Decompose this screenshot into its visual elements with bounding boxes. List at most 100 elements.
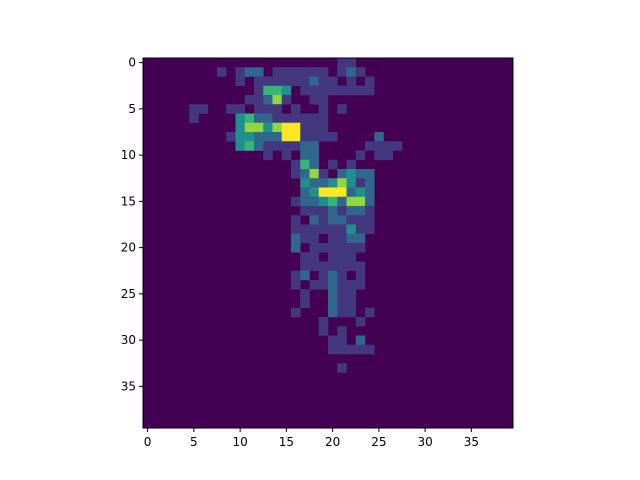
heatmap-cell: [346, 215, 357, 225]
heatmap-cell: [300, 67, 310, 77]
heatmap-cell: [291, 169, 301, 179]
heatmap-cell: [355, 215, 366, 225]
heatmap-cell: [328, 298, 338, 309]
heatmap-cell: [300, 76, 310, 87]
heatmap-cell: [365, 307, 375, 318]
heatmap-cell: [235, 122, 246, 133]
heatmap-cell: [337, 178, 347, 188]
heatmap-cell: [235, 76, 246, 87]
heatmap-cell: [337, 215, 347, 225]
heatmap-cell: [337, 233, 347, 244]
heatmap-cell: [300, 85, 310, 96]
heatmap-cell: [291, 215, 301, 225]
heatmap-cell: [337, 344, 347, 355]
heatmap-cell: [309, 280, 320, 290]
heatmap-cell: [235, 67, 246, 77]
heatmap-cell: [355, 196, 366, 207]
heatmap-cell: [300, 224, 310, 235]
heatmap-cell: [309, 85, 320, 96]
heatmap-cell: [263, 113, 273, 124]
heatmap-cell: [254, 67, 264, 77]
heatmap-cell: [291, 141, 301, 151]
heatmap-cell: [355, 67, 366, 77]
heatmap-cell: [291, 76, 301, 87]
heatmap-cell: [337, 280, 347, 290]
heatmap-cell: [281, 95, 292, 105]
heatmap-cell: [217, 67, 227, 77]
heatmap-cell: [328, 233, 338, 244]
y-tick-label: 0: [128, 56, 136, 70]
heatmap-cell: [244, 132, 255, 142]
heatmap-cell: [291, 280, 301, 290]
heatmap-cell: [337, 252, 347, 262]
heatmap-cell: [263, 95, 273, 105]
heatmap-cell: [346, 169, 357, 179]
heatmap-cell: [374, 150, 384, 161]
x-tick-label: 25: [371, 435, 386, 449]
x-tick-label: 30: [417, 435, 432, 449]
heatmap-cell: [309, 224, 320, 235]
heatmap-cell: [355, 243, 366, 253]
heatmap-cell: [346, 76, 357, 87]
heatmap-cell: [346, 243, 357, 253]
heatmap-cell: [300, 196, 310, 207]
heatmap-cell: [383, 150, 394, 161]
heatmap-cell: [355, 270, 366, 281]
heatmap-cell: [291, 132, 301, 142]
heatmap-cell: [346, 289, 357, 299]
heatmap-cell: [328, 335, 338, 346]
heatmap-cell: [272, 113, 283, 124]
heatmap-cell: [346, 224, 357, 235]
x-tick-label: 5: [190, 435, 198, 449]
heatmap-cell: [328, 215, 338, 225]
heatmap-cell: [374, 141, 384, 151]
heatmap-cell: [309, 67, 320, 77]
heatmap-cell: [365, 206, 375, 216]
y-tick-label: 20: [121, 241, 136, 255]
heatmap-cell: [337, 196, 347, 207]
heatmap-cell: [365, 196, 375, 207]
heatmap-cell: [309, 169, 320, 179]
heatmap-cell: [291, 196, 301, 207]
heatmap-cell: [383, 141, 394, 151]
heatmap-cell: [355, 169, 366, 179]
heatmap-cell: [272, 67, 283, 77]
heatmap-cell: [318, 280, 329, 290]
heatmap-cell: [337, 224, 347, 235]
heatmap-cell: [355, 344, 366, 355]
heatmap-cell: [226, 104, 236, 114]
heatmap-cell: [291, 122, 301, 133]
heatmap-cell: [346, 159, 357, 170]
heatmap-cell: [337, 169, 347, 179]
heatmap-cell: [300, 113, 310, 124]
heatmap-cell: [328, 159, 338, 170]
heatmap-cell: [226, 132, 236, 142]
heatmap-cell: [318, 95, 329, 105]
heatmap-cell: [346, 344, 357, 355]
heatmap-cell: [244, 122, 255, 133]
heatmap-cell: [318, 169, 329, 179]
heatmap-cell: [346, 252, 357, 262]
heatmap-cell: [328, 344, 338, 355]
heatmap-cell: [328, 196, 338, 207]
heatmap-cell: [337, 187, 347, 198]
heatmap-cell: [244, 113, 255, 124]
heatmap-cell: [254, 95, 264, 105]
heatmap-cell: [337, 326, 347, 336]
heatmap-cell: [263, 122, 273, 133]
heatmap-cell: [355, 85, 366, 96]
heatmap-cell: [318, 132, 329, 142]
heatmap-cell: [309, 150, 320, 161]
heatmap-cell: [328, 289, 338, 299]
x-tick-label: 35: [464, 435, 479, 449]
heatmap-cell: [291, 270, 301, 281]
heatmap-cell: [235, 132, 246, 142]
x-axis: 0 5 10 15 20 25 30 35: [144, 428, 479, 449]
heatmap-cell: [346, 206, 357, 216]
heatmap-cell: [318, 261, 329, 272]
heatmap-cell: [300, 178, 310, 188]
heatmap-cell: [355, 261, 366, 272]
heatmap-cell: [300, 252, 310, 262]
heatmap-cell: [346, 280, 357, 290]
heatmap-cell: [337, 335, 347, 346]
